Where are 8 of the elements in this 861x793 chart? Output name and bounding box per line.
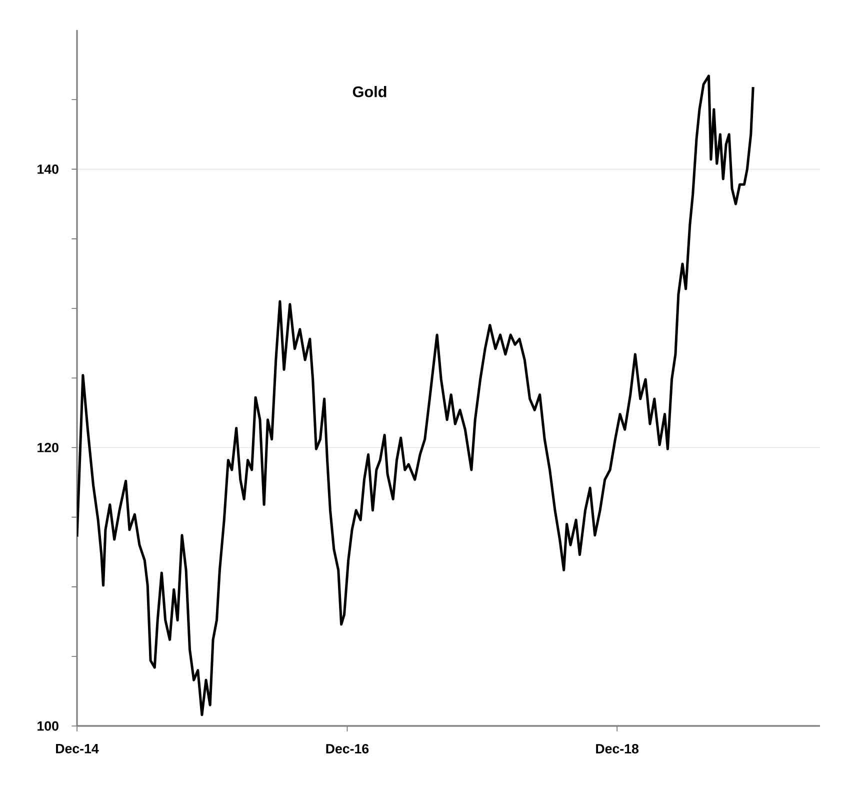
line-series <box>77 74 754 716</box>
y-tick-label: 140 <box>38 164 58 174</box>
x-tick-label: Dec-18 <box>596 744 639 754</box>
text: Gold <box>352 86 386 98</box>
y-tick-label: 120 <box>38 442 58 452</box>
x-tick-label: Dec-14 <box>56 744 99 754</box>
y-tick-label: 100 <box>38 721 58 731</box>
x-tick-label: Dec-16 <box>326 744 369 754</box>
